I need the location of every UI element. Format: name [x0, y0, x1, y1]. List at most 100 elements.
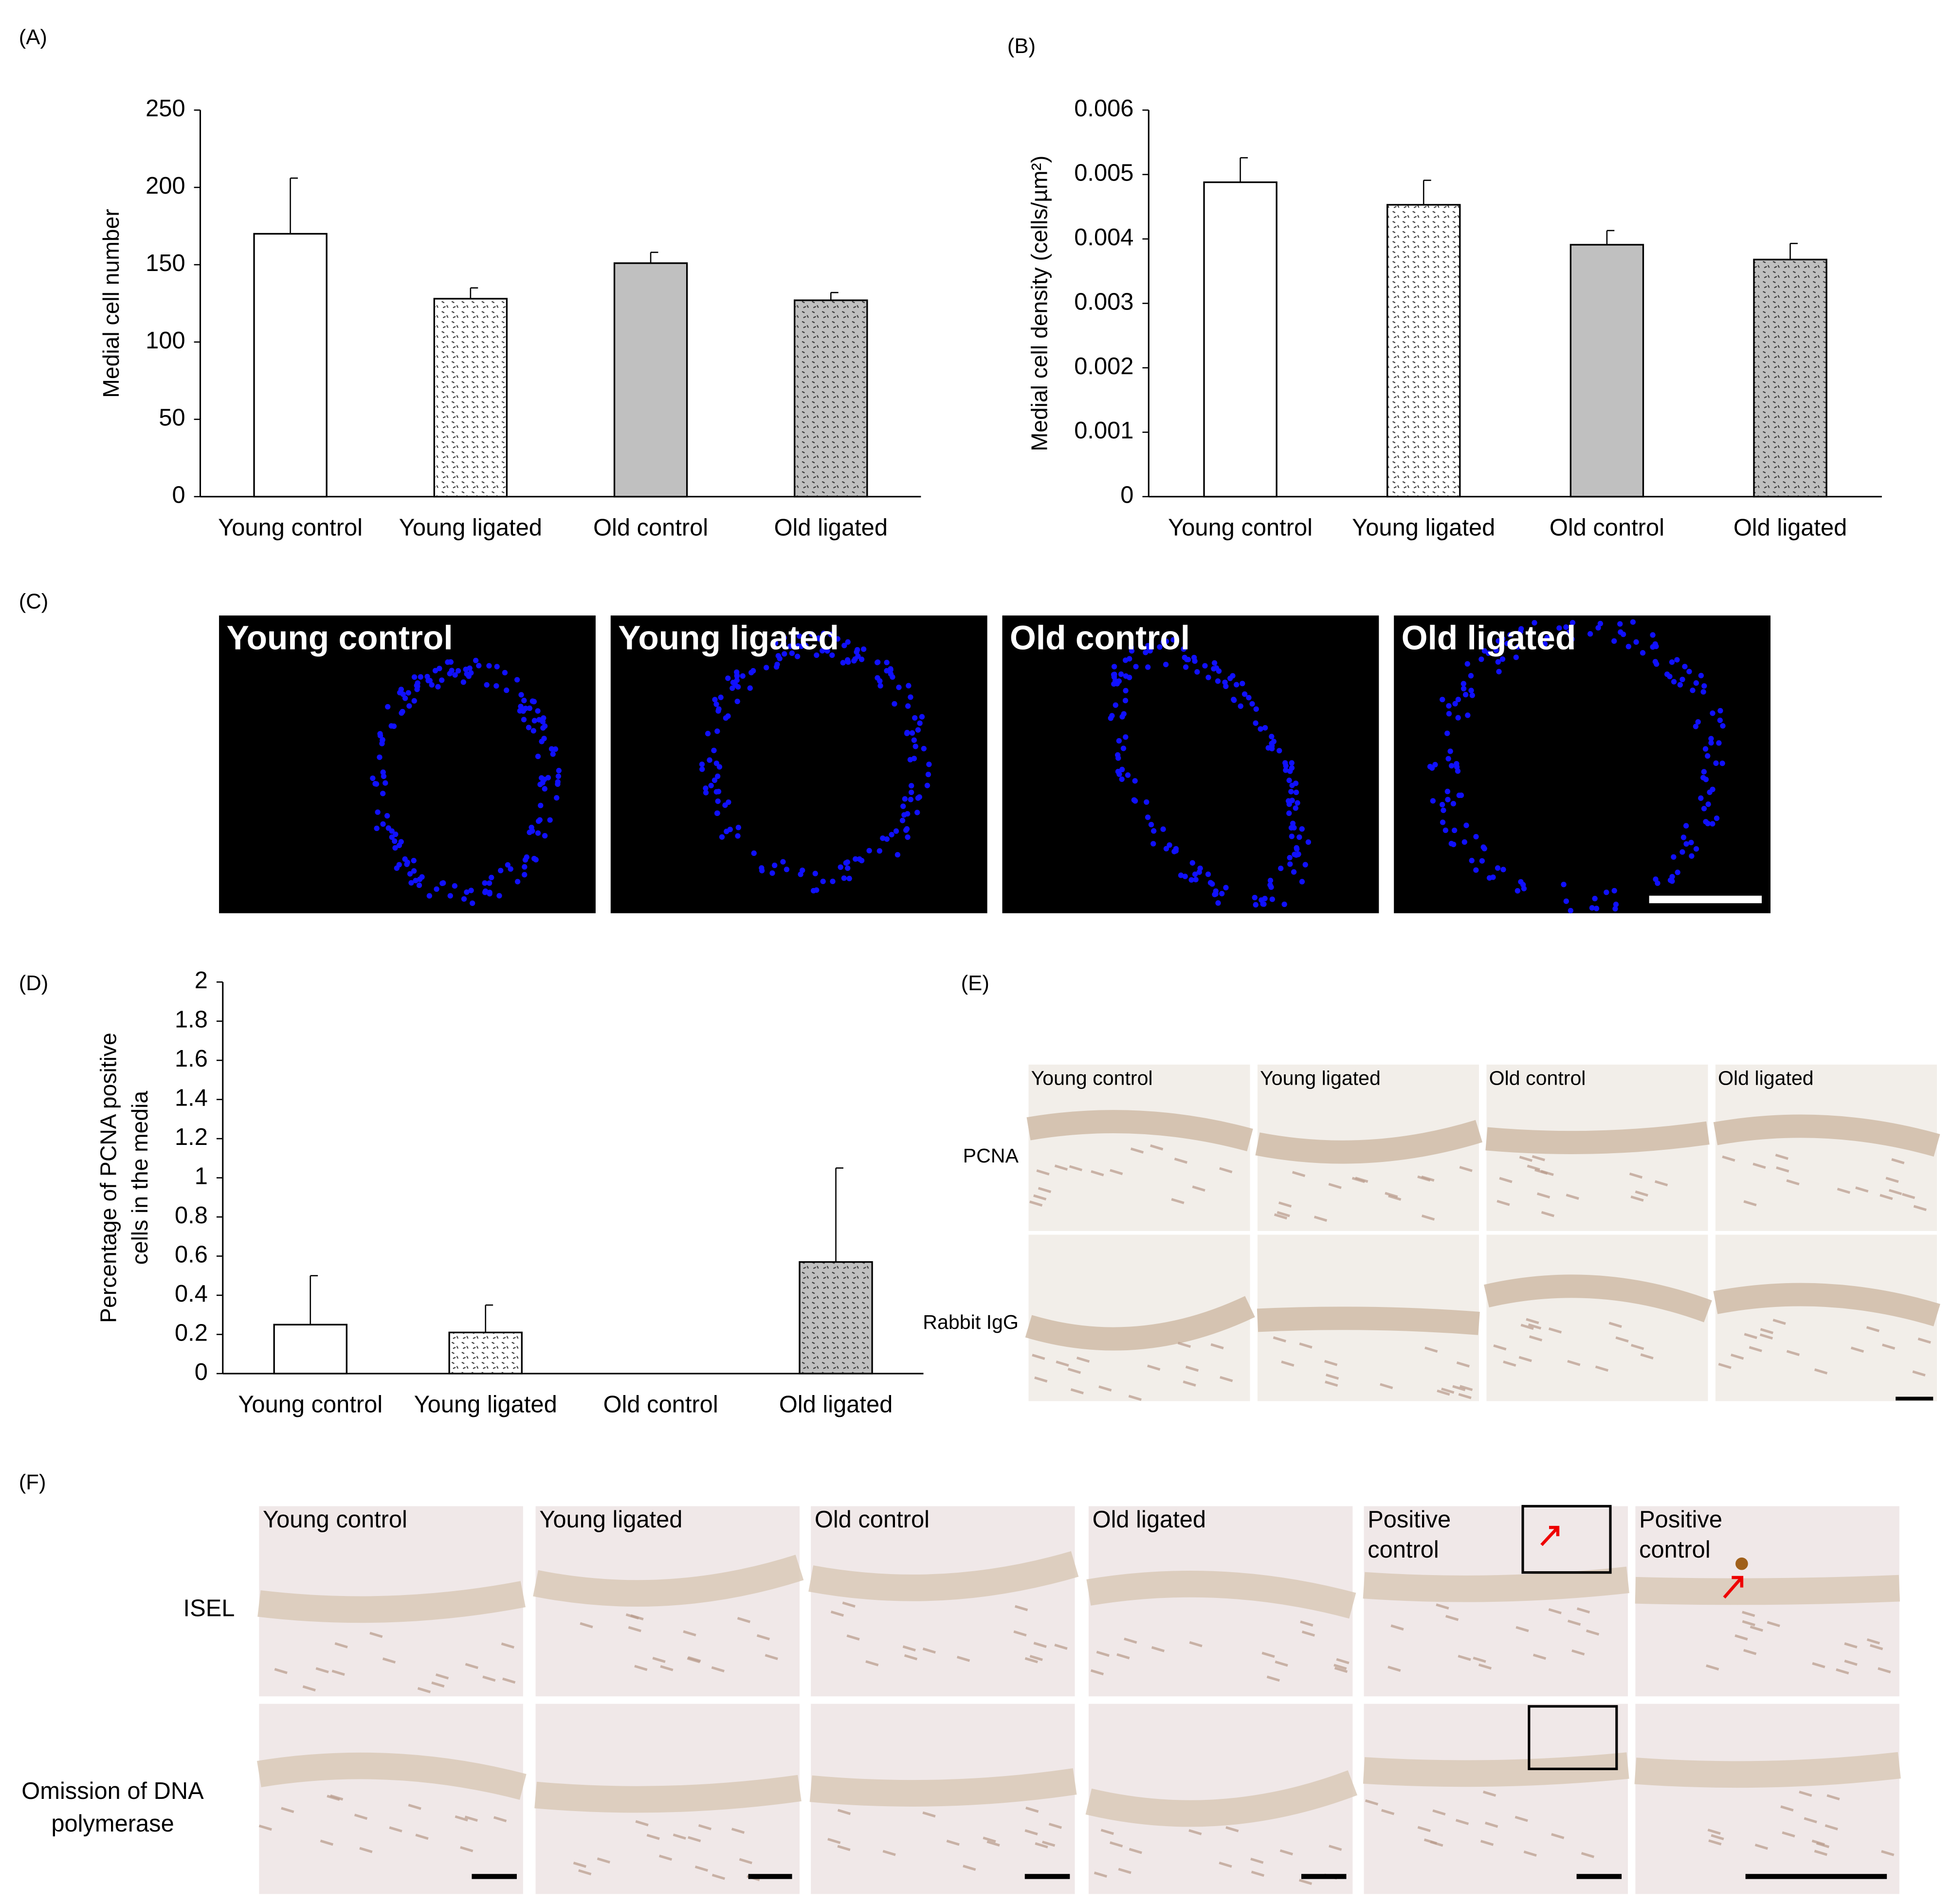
inset-box [1528, 1705, 1618, 1770]
nucleus [1151, 828, 1157, 834]
fiber [1879, 1194, 1893, 1200]
nucleus [699, 766, 705, 772]
fiber [1814, 1850, 1827, 1856]
nucleus [794, 653, 801, 659]
nucleus [447, 893, 453, 899]
column-label: Old ligated [1718, 1067, 1814, 1089]
fiber [1380, 1383, 1393, 1390]
bar [273, 1324, 347, 1375]
nucleus [857, 856, 862, 862]
fiber [1630, 1195, 1644, 1202]
nucleus [703, 785, 709, 791]
nucleus [1296, 834, 1302, 840]
fiber [1279, 1849, 1293, 1856]
nucleus [1287, 861, 1293, 867]
fiber [1551, 1833, 1565, 1839]
nucleus [1695, 719, 1701, 725]
nucleus [555, 773, 562, 780]
y-tick-label: 0.003 [1074, 289, 1133, 315]
nucleus [772, 862, 778, 869]
fiber [830, 1610, 844, 1617]
nucleus [1145, 643, 1151, 649]
nucleus [1116, 738, 1122, 744]
fiber [1251, 1870, 1265, 1877]
fiber [646, 1833, 660, 1840]
nucleus [1686, 669, 1692, 674]
nucleus [740, 673, 746, 679]
fiber [635, 1820, 649, 1827]
fiber [1706, 1664, 1719, 1671]
fiber [1261, 1651, 1275, 1658]
nucleus [461, 896, 467, 902]
nucleus [1452, 701, 1458, 707]
fiber [327, 1795, 340, 1801]
nucleus [1295, 800, 1300, 806]
x-tick-label: Young control [218, 514, 363, 541]
nucleus [730, 685, 735, 691]
x-tick-label: Old control [593, 514, 708, 541]
nucleus [1123, 688, 1129, 694]
tissue-layer [1085, 1770, 1358, 1827]
nucleus [394, 865, 400, 871]
fiber [1390, 1624, 1404, 1631]
fiber [1174, 1158, 1187, 1164]
nucleus [370, 775, 376, 781]
fiber [1100, 1829, 1114, 1835]
y-tick-label: 1.8 [175, 1007, 208, 1033]
nucleus [1563, 898, 1569, 904]
nucleus [1116, 771, 1122, 777]
nucleus [800, 867, 805, 873]
nucleus [1679, 849, 1685, 855]
nucleus [1455, 696, 1461, 703]
fiber [1844, 1642, 1858, 1649]
nucleus [751, 850, 757, 856]
row-label: polymerase [51, 1811, 174, 1837]
fiber [1029, 1655, 1043, 1661]
nucleus [1654, 661, 1660, 667]
fiber [415, 1833, 429, 1840]
nucleus [1650, 632, 1656, 638]
y-tick-label: 0.2 [175, 1320, 208, 1346]
fiber [1776, 1166, 1789, 1173]
nucleus [429, 682, 435, 688]
nucleus [411, 674, 418, 680]
nucleus [1188, 877, 1194, 883]
fiber [1266, 1675, 1280, 1682]
y-tick-label: 1.2 [175, 1124, 208, 1150]
panel-label: (A) [19, 25, 47, 49]
nucleus [1163, 638, 1169, 644]
nucleus [1185, 656, 1191, 663]
y-tick-label: 0.006 [1074, 95, 1133, 122]
nucleus [1240, 681, 1245, 687]
micrograph [1364, 1704, 1628, 1894]
fiber [354, 1813, 368, 1820]
nucleus [1625, 644, 1631, 650]
nucleus [380, 821, 386, 827]
nucleus [1286, 810, 1292, 816]
fiber [1147, 1364, 1161, 1371]
nucleus [464, 671, 470, 677]
fiber [1329, 1845, 1342, 1851]
fiber [1581, 1852, 1595, 1858]
nucleus [795, 643, 801, 649]
nucleus [542, 786, 547, 792]
nucleus [1299, 826, 1305, 832]
nucleus [419, 874, 425, 880]
nucleus [498, 868, 504, 873]
fiber [1742, 1611, 1755, 1617]
nucleus [1618, 629, 1624, 635]
nucleus [1542, 641, 1548, 647]
nucleus [1587, 631, 1593, 637]
fiber [1455, 1819, 1469, 1825]
fiber [334, 1642, 348, 1649]
fiber [1493, 1344, 1507, 1351]
fiber [1528, 1323, 1542, 1330]
nucleus [1652, 641, 1658, 647]
fiber [1069, 1165, 1082, 1172]
x-tick-label: Old ligated [1733, 514, 1847, 541]
nucleus [398, 839, 404, 845]
fiber [1836, 1668, 1849, 1675]
fiber [1098, 1385, 1112, 1392]
nucleus [554, 795, 560, 801]
nucleus [875, 659, 881, 665]
